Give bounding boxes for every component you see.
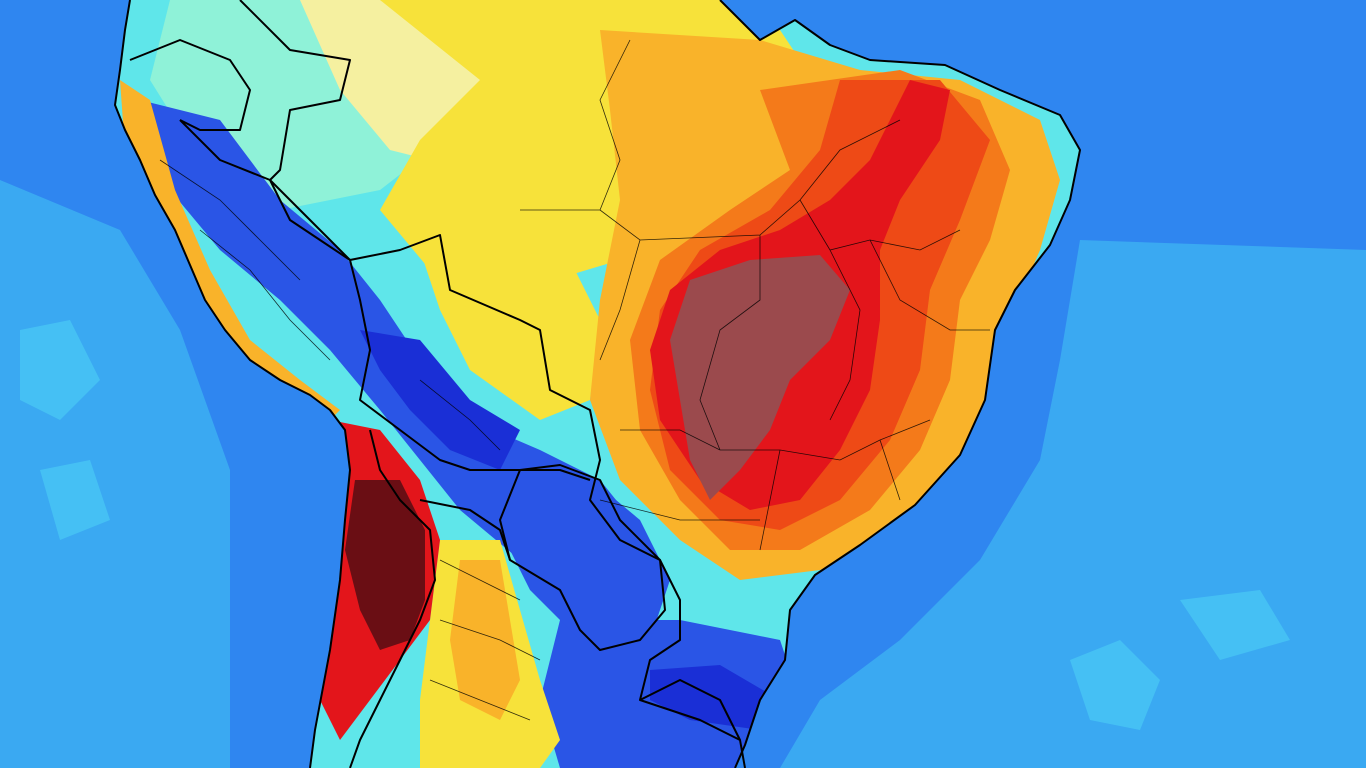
andes-province-lines bbox=[159, 159, 541, 721]
ocean-cyan-patches-east bbox=[1070, 590, 1290, 730]
state-boundaries bbox=[159, 39, 990, 721]
uruguay-border bbox=[639, 679, 741, 741]
colombia-border bbox=[129, 39, 251, 131]
country-borders bbox=[114, 0, 1081, 768]
coastline bbox=[114, 0, 1081, 768]
argentina-north-border bbox=[419, 499, 511, 561]
ocean-cyan-patches-west bbox=[20, 320, 110, 540]
zone-brown-central-brazil bbox=[670, 255, 850, 500]
zone-dark-blue-andes bbox=[360, 330, 520, 470]
zone-yellow-central-west bbox=[420, 240, 600, 420]
bolivia-border bbox=[349, 259, 591, 481]
brazil-state-lines bbox=[520, 39, 990, 551]
peru-border bbox=[179, 119, 351, 261]
zone-dark-maroon-chile bbox=[345, 480, 425, 650]
zone-blue-paraguay bbox=[500, 470, 670, 640]
brazil-border bbox=[239, 0, 746, 768]
argentina-chile-border bbox=[349, 429, 436, 768]
zone-orange-argentina bbox=[450, 560, 520, 720]
